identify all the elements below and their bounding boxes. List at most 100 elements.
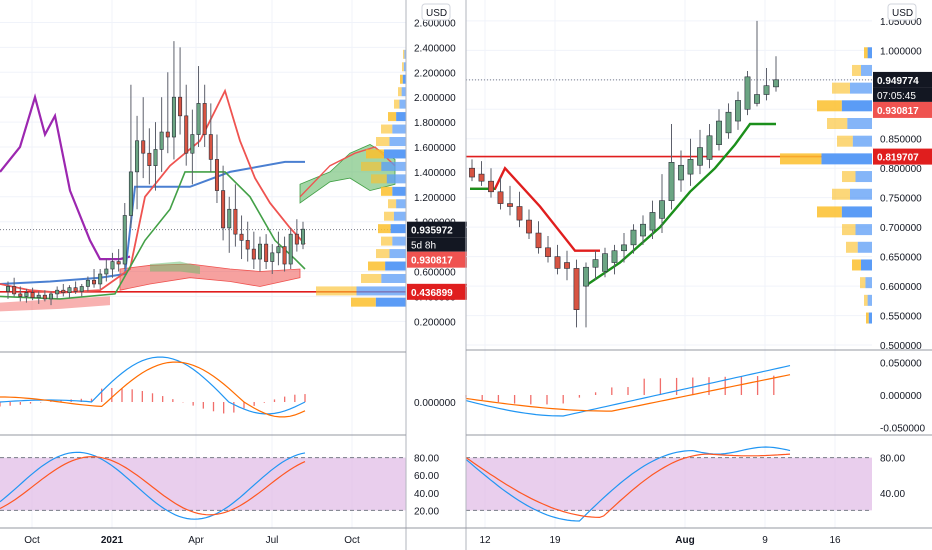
candle-body: [716, 120, 722, 145]
volume-profile-bar-up: [386, 174, 406, 184]
price-tick-label: 1.800000: [414, 118, 456, 129]
candle-body: [526, 219, 532, 234]
candle-body: [754, 94, 760, 104]
time-tick-label: 12: [479, 535, 491, 546]
currency-label: USD: [892, 8, 913, 19]
candle-body: [282, 246, 287, 265]
candle-body: [42, 294, 47, 300]
candle: [61, 283, 66, 297]
countdown-bg: [407, 237, 467, 252]
volume-profile-bar-up: [855, 224, 872, 236]
volume-profile-bar-down: [402, 62, 404, 72]
candle-body: [294, 233, 299, 245]
left-chart-panel[interactable]: 0.2000000.4000000.6000000.8000001.000000…: [0, 0, 467, 546]
candle-body: [264, 243, 269, 262]
volume-profile-bar-down: [361, 161, 382, 171]
candle: [98, 269, 103, 289]
candle-body: [668, 162, 675, 201]
volume-profile-bar-down: [846, 241, 858, 253]
candle-body: [621, 244, 627, 252]
candle: [516, 191, 523, 228]
candle-body: [640, 223, 646, 237]
candle-body: [178, 96, 183, 117]
signal-line: [0, 361, 306, 418]
volume-profile-bar-down: [403, 49, 405, 59]
right-price-labels: 0.949774 07:05:45 0.930817 0.819707: [873, 71, 932, 165]
open-price-label: 0.930817: [877, 106, 919, 117]
ichimoku-cloud-green-small: [150, 261, 200, 274]
candle-body: [85, 279, 90, 287]
candle-body: [301, 228, 305, 245]
candle-body: [630, 229, 637, 246]
volume-profile-bar-down: [368, 261, 386, 271]
volume-profile-bar-up: [404, 49, 406, 59]
volume-profile-bar-up: [393, 211, 406, 221]
volume-profile-bar-up: [847, 118, 872, 129]
stoch-tick-label: 60.00: [414, 471, 439, 482]
price-tick-label: 2.600000: [414, 18, 456, 29]
lagging-span-line: [0, 93, 131, 261]
volume-profile-bar-down: [864, 294, 868, 306]
volume-profile-bar-down: [827, 118, 848, 129]
volume-profile-bar-down: [866, 312, 869, 324]
volume-profile-bar-down: [817, 206, 842, 218]
volume-profile-bar-down: [817, 100, 842, 112]
price-tick-label: 2.400000: [414, 43, 456, 54]
candle-body: [196, 103, 201, 135]
volume-profile-bar-up: [861, 259, 872, 271]
candle-body: [592, 259, 599, 268]
candle-body: [697, 147, 703, 166]
volume-profile-bar-up: [381, 161, 406, 171]
price-tick-label: 0.500000: [880, 341, 922, 352]
stoch-tick-label: 80.00: [880, 454, 905, 465]
volume-profile-bar-down: [852, 259, 861, 271]
candle: [611, 244, 618, 275]
countdown-label: 07:05:45: [877, 91, 916, 102]
candle: [12, 277, 17, 297]
supertrend-up-line: [584, 122, 776, 288]
currency-badge: [421, 3, 451, 21]
candle: [104, 259, 109, 282]
volume-profile-bar-down: [376, 249, 390, 259]
candle: [36, 291, 41, 304]
base-line: [0, 160, 305, 285]
volume-profile-bar-up: [855, 171, 872, 183]
time-tick-label: Oct: [24, 535, 40, 546]
candle: [526, 209, 532, 239]
stoch-band: [466, 457, 872, 511]
candle: [214, 134, 219, 204]
candle: [301, 221, 305, 250]
candle-body: [535, 232, 542, 249]
volume-profile-bar-down: [384, 211, 394, 221]
candle: [488, 168, 494, 198]
volume-profile-bar-down: [860, 277, 866, 289]
volume-profile-bar-up: [392, 124, 406, 134]
volume-profile-bar-down: [842, 224, 856, 236]
candle: [239, 215, 244, 260]
candle-body: [251, 248, 256, 260]
candle: [178, 47, 183, 135]
candle-body: [98, 273, 103, 285]
left-stoch-pane: 20.00 40.00 60.00 80.00: [0, 451, 439, 520]
left-ichimoku-cloud: [0, 144, 396, 312]
candle: [24, 288, 29, 303]
candle-body: [659, 200, 665, 219]
candle-body: [288, 233, 293, 265]
candle-body: [545, 247, 551, 257]
volume-profile-bar-up: [865, 277, 872, 289]
candle: [110, 252, 115, 278]
volume-profile-bar-up: [390, 224, 406, 234]
candle: [716, 109, 722, 151]
candle: [79, 283, 84, 297]
volume-profile-bar-up: [396, 112, 406, 122]
candle-body: [564, 262, 570, 269]
time-tick-label: 9: [762, 535, 768, 546]
stoch-tick-label: 80.00: [414, 454, 439, 465]
candle-body: [276, 246, 281, 254]
candle-body: [678, 164, 684, 181]
candle: [564, 250, 570, 281]
right-chart-panel[interactable]: 0.500000 0.550000 0.600000 0.650000 0.700000…: [465, 0, 932, 546]
price-tick-label: 0.750000: [880, 194, 922, 205]
price-tick-label: 1.400000: [414, 168, 456, 179]
time-tick-label: 19: [549, 535, 561, 546]
